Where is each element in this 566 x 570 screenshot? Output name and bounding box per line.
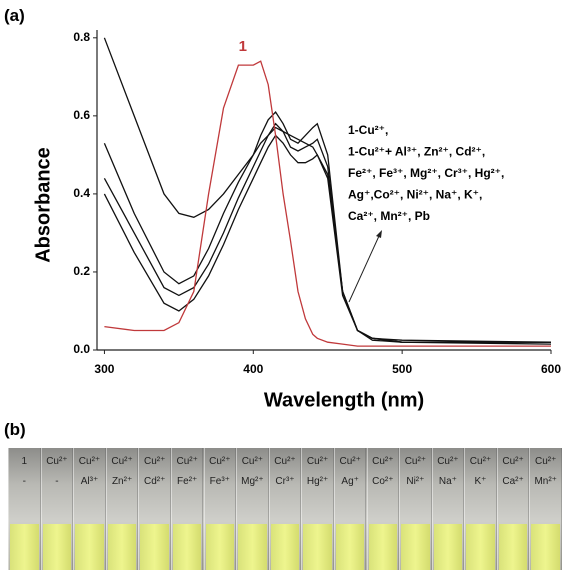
chart: 0.0 0.2 0.4 0.6 0.8 300 400 500 600 Wavelength (n… [32,30,561,411]
photo: 1- Cu²⁺ - Cu²⁺ Al³⁺ Cu²⁺ Zn²⁺ Cu²⁺ Cd²⁺ Cu²⁺ Fe²⁺ C… [8,448,562,570]
vial-label: Cu²⁺ [306,456,329,467]
vial-label: Cr³⁺ [275,476,295,487]
vial-label: Cu²⁺ [176,456,198,467]
vial-label: Cu²⁺ [502,456,524,467]
panel-label: (a) [4,6,25,25]
vial-label: Ag⁺ [341,476,359,487]
data-line [103,37,552,343]
vial-label: Al³⁺ [80,476,99,487]
liquid [466,524,495,570]
vial: Cu²⁺ Fe³⁺ [203,448,237,570]
vial-label: Cu²⁺ [111,456,133,467]
vial: Cu²⁺ K⁺ [464,448,497,570]
y-tick-label: 0.8 [73,30,90,44]
y-tick-label: 0.4 [73,186,90,200]
vial: Cu²⁺ Ca²⁺ [496,448,530,570]
vial: Cu²⁺ Al³⁺ [73,448,106,570]
data-line [103,134,552,345]
liquid [498,524,528,570]
liquid [531,524,560,570]
liquid [172,524,202,570]
liquid [205,524,235,570]
vial-label: Cu²⁺ [143,456,166,467]
series-label: 1 [239,38,247,55]
vial-label: Cu²⁺ [372,456,394,467]
liquid [140,524,169,570]
vial: 1- [8,448,41,570]
vial-label: Cu²⁺ [437,456,459,467]
vial: Cu²⁺ Na⁺ [431,448,465,570]
liquid [238,524,267,570]
liquid [107,524,137,570]
vial-label: Ni²⁺ [406,476,425,487]
vial-label: Cd²⁺ [143,476,166,487]
arrow [348,235,380,303]
liquid [75,524,104,570]
data-line [104,60,551,347]
vial-label: Cu²⁺ [404,456,427,467]
vial-label: 1 [21,456,28,467]
liquid [401,524,430,570]
vial: Cu²⁺ Co²⁺ [366,448,400,570]
vial: Cu²⁺ Hg²⁺ [301,448,334,570]
arrow-head [376,230,382,238]
annotation: Ag⁺,Co²⁺, Ni²⁺, Na⁺, K⁺, [348,188,482,202]
annotation: Fe²⁺, Fe³⁺, Mg²⁺, Cr³⁺, Hg²⁺, [348,166,504,180]
vial: Cu²⁺ Ni²⁺ [399,448,432,570]
liquid [270,524,300,570]
vial: Cu²⁺ - [40,448,74,570]
vial-label: Ca²⁺ [502,476,524,487]
liquid [335,524,365,570]
vial-label: Fe²⁺ [177,476,198,487]
y-axis-label: Absorbance [32,147,54,263]
liquid [303,524,332,570]
annotation: 1-Cu²⁺+ Al³⁺, Zn²⁺, Cd²⁺, [348,145,485,159]
vial: Cu²⁺ Zn²⁺ [105,448,139,570]
annotation: 1-Cu²⁺, [348,123,388,137]
vial-label: - [55,476,59,487]
vial-label: Cu²⁺ [274,456,296,467]
vial-label: Cu²⁺ [78,456,101,467]
vial-label: Na⁺ [438,476,457,487]
vial-label: K⁺ [474,476,487,487]
y-tick-label: 0.6 [73,108,90,122]
vial: Cu²⁺ Mn²⁺ [529,448,562,570]
vial-label: Cu²⁺ [209,456,231,467]
x-tick-label: 300 [94,362,114,376]
x-axis-label: Wavelength (nm) [264,389,424,411]
liquid [433,524,463,570]
vial-label: Co²⁺ [372,476,394,487]
vial-label: Cu²⁺ [469,456,492,467]
vial: Cu²⁺ Ag⁺ [333,448,367,570]
panel-label: (b) [4,420,26,439]
vial-label: Zn²⁺ [111,476,133,487]
liquid [42,524,72,570]
vial-label: Cu²⁺ [46,456,68,467]
vial-label: Cu²⁺ [241,456,264,467]
x-tick-label: 400 [243,362,263,376]
x-tick-label: 600 [541,362,561,376]
vial: Cu²⁺ Cr³⁺ [268,448,302,570]
x-tick-label: 500 [392,362,412,376]
vial-label: Mg²⁺ [241,476,264,487]
vial-label: Fe³⁺ [209,476,230,487]
vial: Cu²⁺ Mg²⁺ [236,448,269,570]
annotation: Ca²⁺, Mn²⁺, Pb [348,209,430,223]
vial: Cu²⁺ Fe²⁺ [170,448,204,570]
vial-label: Mn²⁺ [534,476,557,487]
y-tick-label: 0.0 [73,342,90,356]
vial-label: - [22,476,26,487]
vial-label: Cu²⁺ [339,456,361,467]
liquid [368,524,398,570]
vial: Cu²⁺ Cd²⁺ [138,448,171,570]
y-tick-label: 0.2 [73,264,90,278]
vial-label: Cu²⁺ [534,456,557,467]
liquid [10,524,39,570]
vial-label: Hg²⁺ [306,476,329,487]
